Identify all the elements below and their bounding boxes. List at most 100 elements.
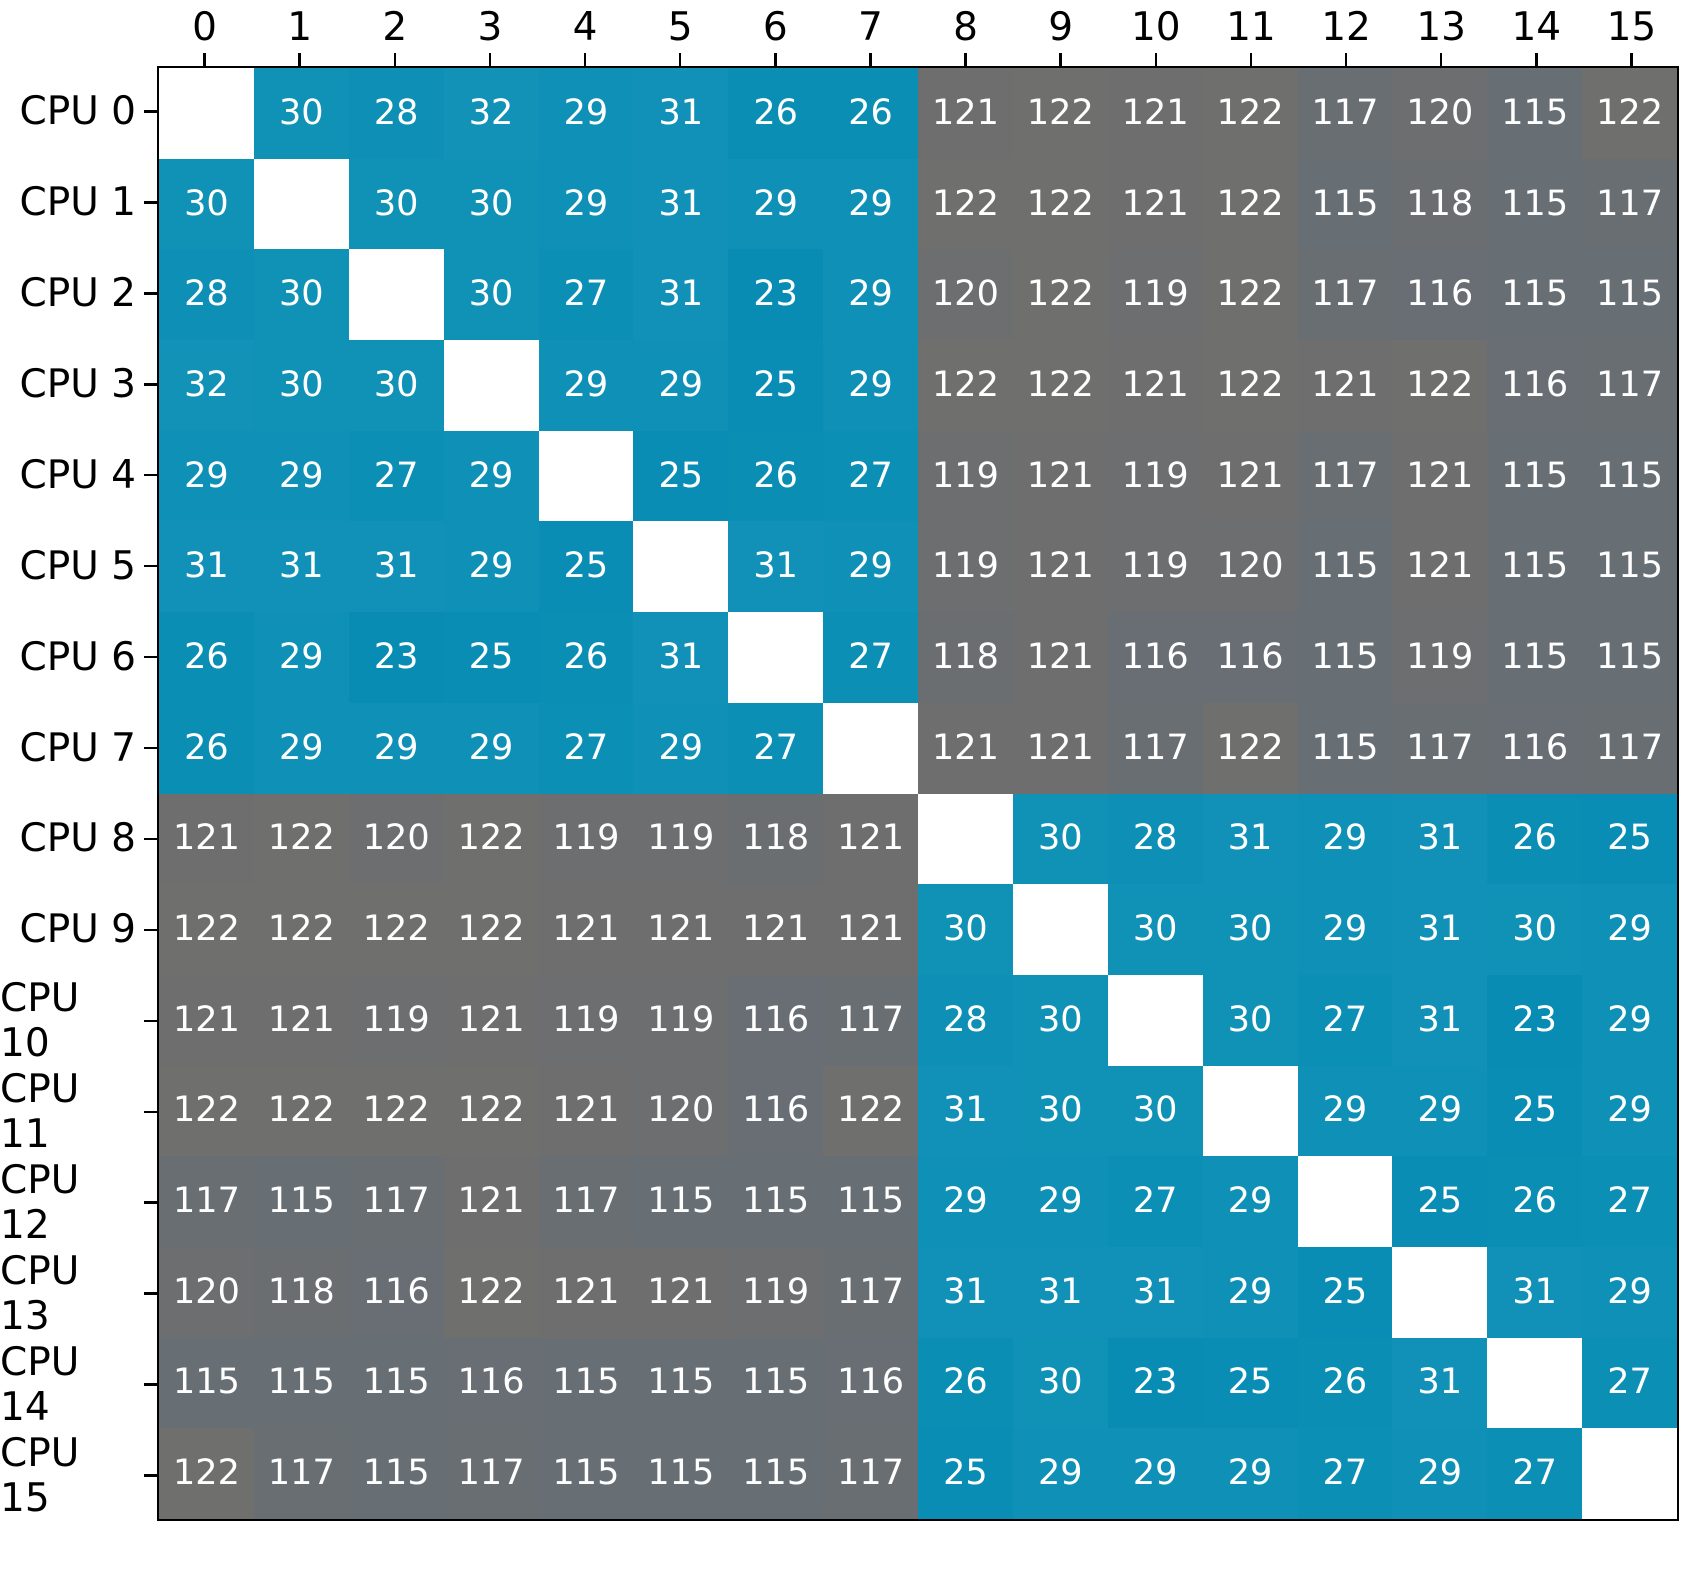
heatmap-cell: 31 — [918, 1246, 1013, 1338]
x-tick-mark-14 — [1489, 53, 1584, 66]
x-tick-label-5: 5 — [667, 5, 693, 50]
heatmap-cell: 29 — [1107, 1428, 1203, 1519]
heatmap-cell: 117 — [1582, 340, 1677, 431]
heatmap-cell: 117 — [1297, 68, 1393, 159]
heatmap-cell: 115 — [1297, 158, 1393, 250]
heatmap-cell: 29 — [728, 158, 824, 250]
heatmap-cell: 122 — [1012, 249, 1108, 341]
y-tick-mark-cpu-2 — [144, 248, 157, 339]
x-tick-mark-6 — [728, 53, 823, 66]
heatmap-cell: 31 — [633, 68, 729, 159]
y-tick-mark-cpu-1 — [144, 157, 157, 248]
heatmap-cell: 122 — [1202, 158, 1298, 250]
heatmap-cell: 30 — [1487, 884, 1583, 975]
x-axis-tick-labels: 0 1 2 3 4 5 6 7 8 9 10 11 12 13 14 15 — [157, 0, 1679, 52]
heatmap-cell: 121 — [1392, 430, 1488, 522]
x-tick-label-9: 9 — [1048, 5, 1074, 50]
heatmap-cell: 117 — [1107, 702, 1203, 794]
heatmap-cell: 121 — [1012, 612, 1108, 703]
heatmap-cell: 117 — [823, 974, 918, 1066]
heatmap-cell: 120 — [918, 249, 1013, 341]
heatmap-cell: 27 — [348, 430, 444, 522]
heatmap-plot-area: 30 28 32 29 31 26 26 121 122 121 122 117 120 115 122 30… — [157, 66, 1679, 1521]
heatmap-cell: 115 — [1487, 158, 1583, 250]
x-tick-label-12: 12 — [1321, 5, 1371, 50]
heatmap-cell: 115 — [348, 1428, 444, 1519]
heatmap-cell: 115 — [633, 1156, 729, 1247]
heatmap-cell: 122 — [1582, 68, 1677, 159]
heatmap-cell: 122 — [1202, 68, 1298, 159]
heatmap-cell: 118 — [728, 793, 824, 885]
heatmap-cell: 122 — [443, 884, 539, 975]
y-tick-mark-cpu-15 — [144, 1430, 157, 1521]
heatmap-cell: 31 — [1107, 1246, 1203, 1338]
heatmap-cell: 121 — [538, 884, 634, 975]
heatmap-cell: 115 — [348, 1337, 444, 1429]
heatmap-cell: 117 — [1297, 249, 1393, 341]
heatmap-cell: 116 — [1487, 702, 1583, 794]
heatmap-cell: 29 — [1012, 1156, 1108, 1247]
heatmap-cell: 122 — [1202, 340, 1298, 431]
x-tick-label-4: 4 — [572, 5, 598, 50]
heatmap-cell: 29 — [538, 158, 634, 250]
heatmap-cell: 29 — [253, 702, 349, 794]
x-tick-label-13: 13 — [1416, 5, 1466, 50]
heatmap-cell: 122 — [1012, 68, 1108, 159]
heatmap-cell: 122 — [1392, 340, 1488, 431]
y-tick-label-cpu-11: CPU 11 — [0, 1066, 80, 1157]
heatmap-cell: 27 — [1582, 1337, 1677, 1429]
y-tick-mark-cpu-3 — [144, 339, 157, 430]
heatmap-cell: 30 — [253, 340, 349, 431]
heatmap-cell: 122 — [1202, 249, 1298, 341]
heatmap-cell: 115 — [1297, 702, 1393, 794]
heatmap-cell: 115 — [253, 1337, 349, 1429]
heatmap-cell: 122 — [159, 1065, 254, 1157]
y-tick-mark-cpu-11 — [144, 1066, 157, 1157]
heatmap-cell: 29 — [1297, 1065, 1393, 1157]
heatmap-cell-diagonal — [918, 793, 1013, 885]
x-tick-mark-7 — [823, 53, 918, 66]
heatmap-cell: 28 — [348, 68, 444, 159]
heatmap-cell: 28 — [918, 974, 1013, 1066]
heatmap-cell: 117 — [1392, 702, 1488, 794]
heatmap-cell: 116 — [1107, 612, 1203, 703]
heatmap-cell: 30 — [1202, 974, 1298, 1066]
heatmap-cell: 121 — [253, 974, 349, 1066]
heatmap-cell: 121 — [918, 68, 1013, 159]
heatmap-cell: 29 — [1202, 1428, 1298, 1519]
heatmap-cell: 31 — [1392, 793, 1488, 885]
y-tick-mark-cpu-14 — [144, 1339, 157, 1430]
heatmap-cell: 121 — [1297, 340, 1393, 431]
y-tick-mark-cpu-0 — [144, 66, 157, 157]
heatmap-cell: 29 — [538, 68, 634, 159]
heatmap-cell: 121 — [1202, 430, 1298, 522]
heatmap-cell: 116 — [1487, 340, 1583, 431]
heatmap-cell: 31 — [1392, 884, 1488, 975]
heatmap-cell: 29 — [823, 340, 918, 431]
heatmap-cell: 25 — [1487, 1065, 1583, 1157]
heatmap-cell: 121 — [159, 793, 254, 885]
heatmap-cell: 30 — [1012, 1065, 1108, 1157]
x-tick-mark-15 — [1584, 53, 1679, 66]
heatmap-cell-diagonal — [443, 340, 539, 431]
heatmap-cell: 23 — [1487, 974, 1583, 1066]
heatmap-cell: 116 — [443, 1337, 539, 1429]
y-axis-tick-labels: CPU 0 CPU 1 CPU 2 CPU 3 CPU 4 CPU 5 CPU 6 CPU 7… — [0, 66, 140, 1521]
heatmap-cell: 115 — [1487, 612, 1583, 703]
heatmap-cell: 27 — [823, 612, 918, 703]
heatmap-cell: 30 — [348, 340, 444, 431]
heatmap-cell: 29 — [633, 340, 729, 431]
heatmap-cell: 28 — [1107, 793, 1203, 885]
y-tick-label-cpu-12: CPU 12 — [0, 1157, 80, 1248]
heatmap-cell: 122 — [253, 884, 349, 975]
x-tick-label-8: 8 — [953, 5, 978, 50]
heatmap-cell-grid: 30 28 32 29 31 26 26 121 122 121 122 117 120 115 122 30… — [159, 68, 1677, 1519]
heatmap-cell: 27 — [1582, 1156, 1677, 1247]
heatmap-cell: 122 — [1012, 158, 1108, 250]
heatmap-cell: 118 — [253, 1246, 349, 1338]
x-tick-label-1: 1 — [287, 5, 313, 50]
heatmap-cell: 23 — [1107, 1337, 1203, 1429]
heatmap-cell: 29 — [443, 521, 539, 613]
x-tick-label-15: 15 — [1606, 5, 1657, 50]
y-tick-mark-cpu-12 — [144, 1157, 157, 1248]
